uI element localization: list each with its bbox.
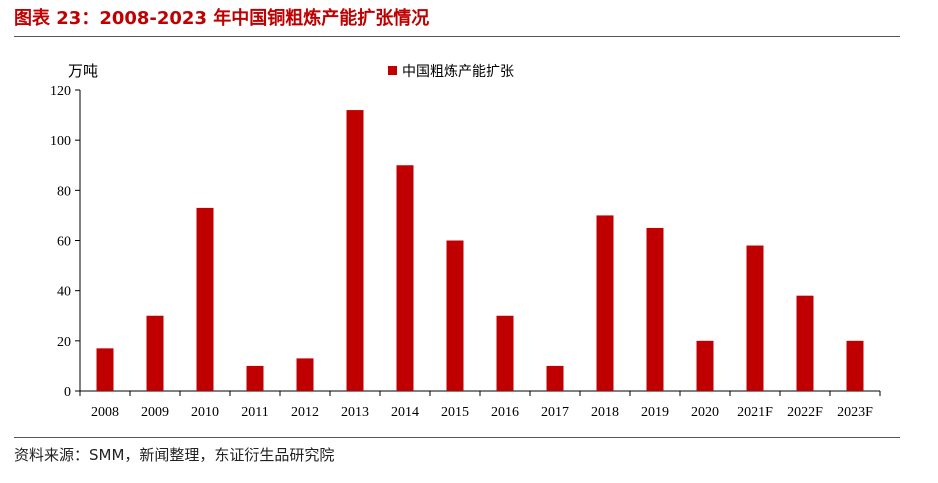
- y-tick-label: 80: [57, 184, 71, 199]
- bar: [796, 295, 814, 391]
- x-tick-label: 2013: [341, 405, 369, 420]
- bar: [96, 348, 114, 391]
- x-tick-label: 2016: [491, 405, 519, 420]
- x-tick-label: 2017: [541, 405, 569, 420]
- x-axis-ticks: 2008 2009 2010 2011 2012 2013 2014 2015 2016 2017…: [79, 391, 881, 420]
- x-tick-label: 2018: [591, 405, 619, 420]
- x-tick-label: 2012: [291, 405, 319, 420]
- x-tick-label: 2009: [141, 405, 169, 420]
- x-tick-label: 2022F: [787, 405, 823, 420]
- bar: [596, 215, 614, 391]
- legend-swatch: [388, 66, 397, 75]
- y-axis-unit-label: 万吨: [68, 62, 98, 80]
- title-divider: [14, 36, 900, 37]
- source-note: 资料来源：SMM，新闻整理，东证衍生品研究院: [14, 446, 335, 464]
- bar: [696, 340, 714, 391]
- x-tick-label: 2015: [441, 405, 469, 420]
- x-tick-label: 2008: [91, 405, 119, 420]
- bar: [296, 358, 314, 391]
- chart-legend: 中国粗炼产能扩张: [388, 64, 514, 80]
- bar: [546, 365, 564, 391]
- bar: [846, 340, 864, 391]
- bar: [146, 315, 164, 391]
- y-tick-label: 40: [57, 285, 71, 300]
- y-tick-label: 20: [57, 335, 71, 350]
- legend-label: 中国粗炼产能扩张: [402, 64, 514, 80]
- bar-chart: 0 20 40 60 80 100 120 2008 2009 2010 2011 2012 2013…: [50, 62, 881, 420]
- y-axis-ticks: 0 20 40 60 80 100 120: [50, 84, 80, 400]
- bar: [196, 207, 214, 391]
- x-tick-label: 2019: [641, 405, 669, 420]
- bar: [646, 227, 664, 391]
- y-tick-label: 60: [57, 235, 71, 250]
- y-tick-label: 0: [64, 385, 71, 400]
- bar: [446, 240, 464, 391]
- source-divider: [14, 437, 900, 438]
- x-tick-label: 2011: [241, 405, 268, 420]
- bar: [346, 110, 364, 392]
- x-tick-label: 2021F: [737, 405, 773, 420]
- y-tick-label: 120: [50, 84, 71, 99]
- chart-bars: [96, 110, 864, 392]
- bar: [396, 165, 414, 391]
- x-tick-label: 2020: [691, 405, 719, 420]
- figure-title: 图表 23：2008-2023 年中国铜粗炼产能扩张情况: [14, 8, 430, 29]
- x-tick-label: 2010: [191, 405, 219, 420]
- bar: [746, 245, 764, 391]
- bar: [246, 365, 264, 391]
- x-tick-label: 2023F: [837, 405, 873, 420]
- bar: [496, 315, 514, 391]
- x-tick-label: 2014: [391, 405, 419, 420]
- y-tick-label: 100: [50, 134, 71, 149]
